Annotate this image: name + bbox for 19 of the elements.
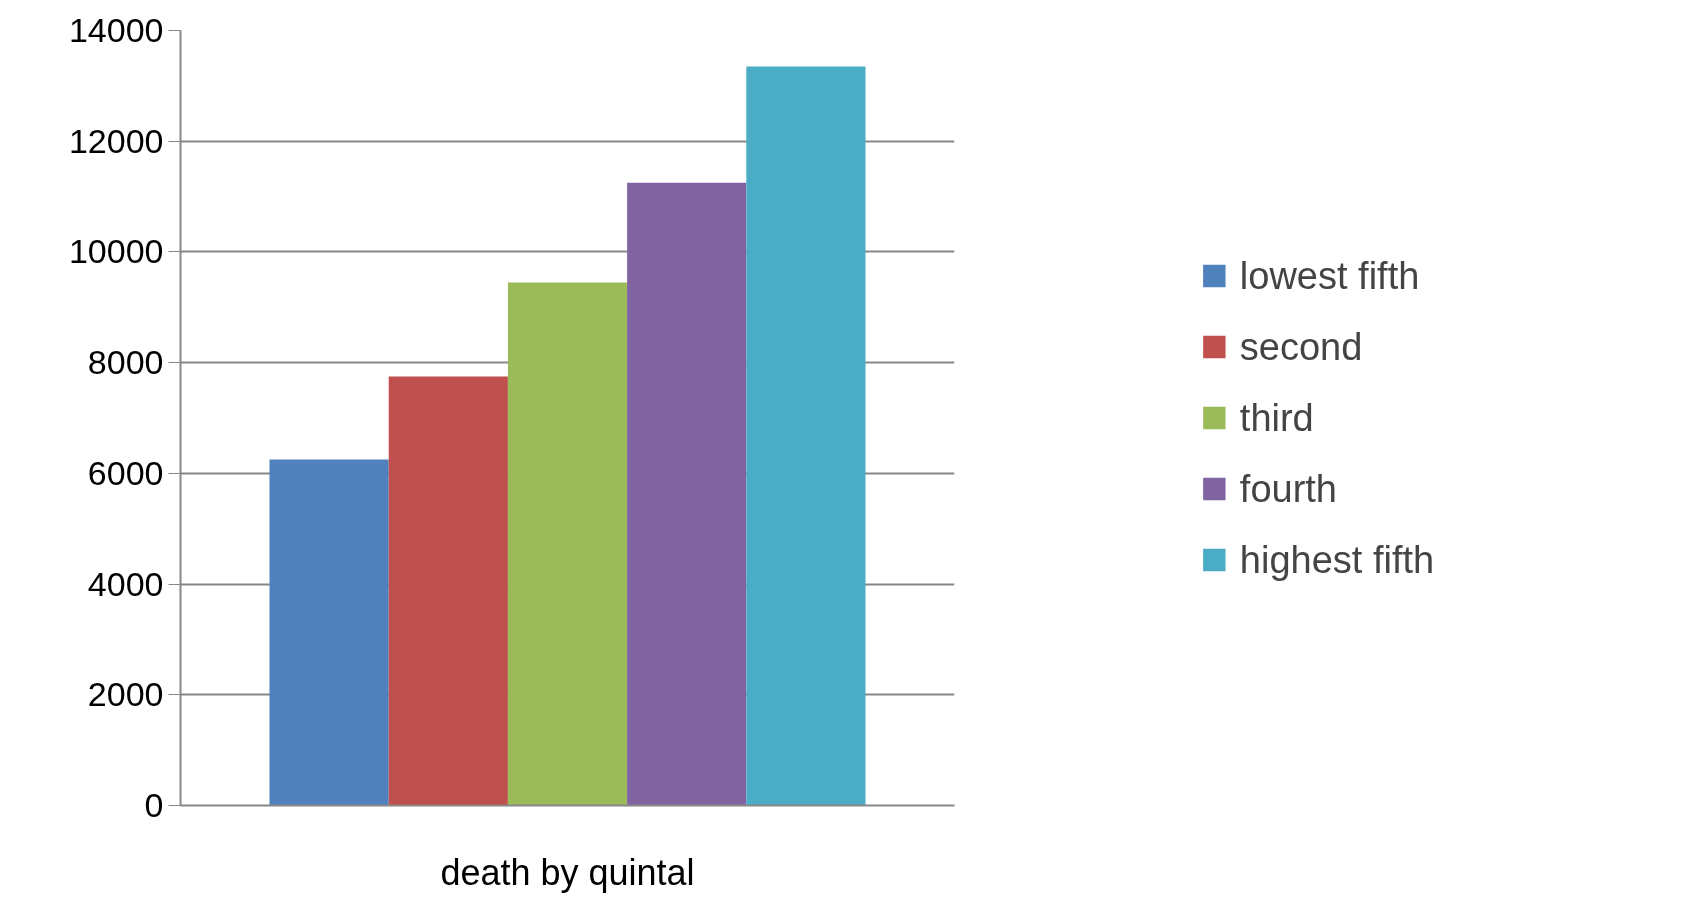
legend-label: highest fifth [1239,538,1435,581]
legend-label: fourth [1239,467,1337,510]
legend-label: third [1239,396,1314,439]
legend-label: lowest fifth [1239,254,1420,297]
bar [627,182,747,806]
y-tick-label: 12000 [68,121,164,160]
legend-label: second [1239,325,1363,368]
bar [269,459,389,806]
y-tick-label: 14000 [68,11,164,49]
bar [746,66,866,806]
y-tick-label: 2000 [87,675,164,714]
y-tick-label: 0 [144,786,164,824]
x-tick-label: death by quintal [440,851,695,893]
bar [507,282,628,806]
bar [388,376,508,806]
y-tick-label: 8000 [87,343,164,382]
y-tick-label: 4000 [87,564,164,603]
y-tick-label: 6000 [87,453,164,492]
y-tick-label: 10000 [68,232,164,271]
